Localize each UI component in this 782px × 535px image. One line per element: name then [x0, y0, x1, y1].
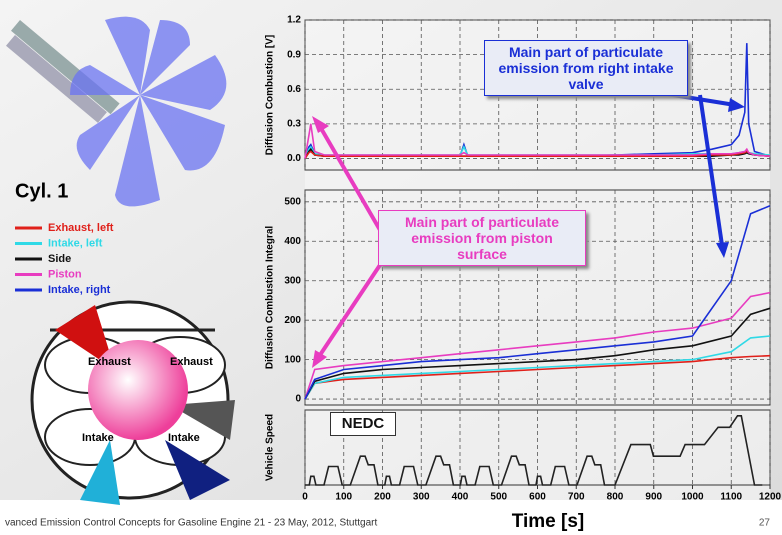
footer: vanced Emission Control Concepts for Gas…: [5, 518, 377, 529]
x-tick-label: 600: [529, 492, 546, 503]
diagram-label: Intake: [168, 432, 200, 444]
diagram-label: Exhaust: [170, 356, 213, 368]
y-tick-label: 100: [284, 354, 301, 365]
diagram-label: Intake: [82, 432, 114, 444]
x-tick-label: 800: [607, 492, 624, 503]
y-tick-label: 200: [284, 315, 301, 326]
x-axis-label: Time [s]: [512, 511, 585, 532]
legend-label: Intake, left: [48, 237, 103, 249]
y-tick-label: 0.6: [287, 84, 301, 95]
legend-label: Exhaust, left: [48, 222, 114, 234]
x-tick-label: 700: [568, 492, 585, 503]
y-tick-label: 0.9: [287, 49, 301, 60]
annotation: Main part of particulate emission from r…: [484, 40, 688, 96]
y-tick-label: 0: [295, 394, 301, 405]
x-tick-label: 500: [490, 492, 507, 503]
y-tick-label: 400: [284, 236, 301, 247]
x-tick-label: 1000: [681, 492, 704, 503]
legend-label: Piston: [48, 268, 82, 280]
x-tick-label: 200: [374, 492, 391, 503]
x-tick-label: 300: [413, 492, 430, 503]
x-tick-label: 1100: [720, 492, 742, 503]
x-tick-label: 0: [302, 492, 308, 503]
annotation: NEDC: [330, 412, 396, 436]
x-tick-label: 400: [452, 492, 469, 503]
y-tick-label: 500: [284, 196, 301, 207]
legend-label: Intake, right: [48, 284, 111, 296]
annotation: Main part of particulate emission from p…: [378, 210, 586, 266]
slide: Exhaust Exhaust Intake Intake Cyl. 1 Exh…: [0, 0, 782, 535]
y-axis-label: Vehicle Speed: [265, 414, 276, 481]
diagram-label: Exhaust: [88, 356, 131, 368]
legend-label: Side: [48, 253, 71, 265]
y-tick-label: 300: [284, 275, 301, 286]
y-tick-label: 0.0: [287, 153, 301, 164]
x-tick-label: 100: [335, 492, 352, 503]
page-number: 27: [759, 518, 771, 529]
legend-title: Cyl. 1: [15, 180, 68, 202]
y-tick-label: 0.3: [287, 118, 301, 129]
x-tick-label: 900: [645, 492, 662, 503]
y-axis-label: Diffusion Combustion Integral: [265, 226, 276, 370]
y-axis-label: Diffusion Combustion [V]: [265, 35, 276, 156]
x-tick-label: 1200: [759, 492, 782, 503]
y-tick-label: 1.2: [287, 15, 301, 26]
